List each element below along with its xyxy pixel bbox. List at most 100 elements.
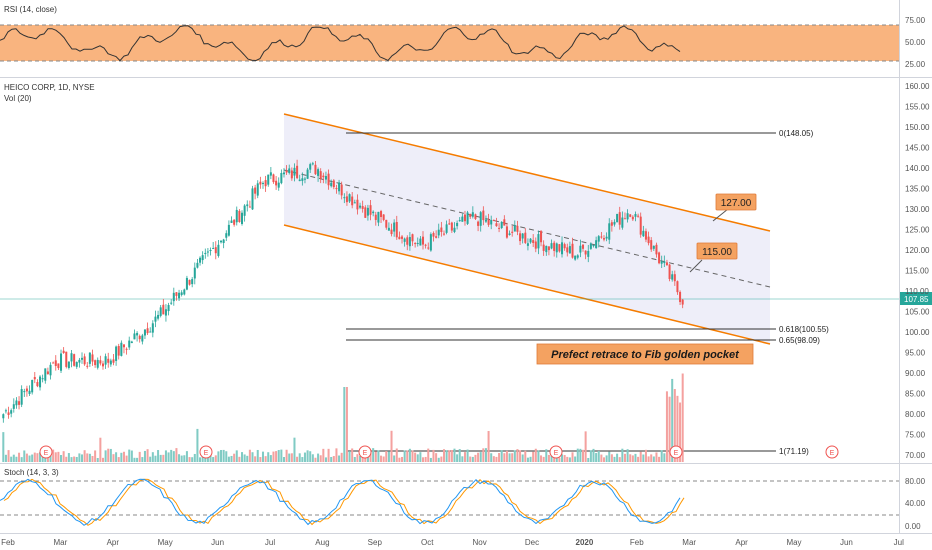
callout-127[interactable] [715, 193, 757, 211]
time-axis[interactable]: Feb Mar Apr May Jun Jul Aug Sep Oct Nov Dec 2020 Feb… [1, 538, 904, 547]
volume-bar [220, 450, 223, 462]
volume-bar [10, 456, 13, 462]
volume-bar [285, 449, 288, 462]
candle-body [665, 262, 668, 266]
candle-body [660, 261, 663, 264]
volume-bar [605, 455, 608, 462]
candle-body [225, 233, 228, 238]
candle-body [568, 246, 571, 254]
candle-body [332, 180, 335, 188]
volume-bar [311, 454, 314, 462]
time-axis-label: Sep [368, 538, 383, 547]
candle-body [442, 233, 445, 235]
candle-body [435, 236, 438, 238]
time-axis-label: May [158, 538, 173, 547]
candle-body [406, 237, 409, 245]
volume-bar [568, 457, 571, 462]
main-price-panel[interactable]: HEICO CORP, 1D, NYSE Vol (20) 0(148.05) … [0, 82, 932, 462]
volume-bar [122, 451, 125, 462]
volume-bar [442, 449, 445, 462]
candle-body [180, 292, 183, 295]
stoch-title: Stoch (14, 3, 3) [4, 468, 59, 477]
candle-body [280, 172, 283, 184]
candle-body [157, 314, 160, 319]
volume-bar [408, 448, 411, 462]
earnings-marker[interactable] [549, 445, 563, 459]
time-axis-label: Jul [894, 538, 904, 547]
candle-body [351, 196, 354, 206]
candle-body [327, 173, 330, 186]
volume-bar [241, 452, 244, 462]
candle-body [479, 212, 482, 226]
time-axis-label: Jun [211, 538, 224, 547]
annotation-banner[interactable] [536, 343, 754, 365]
volume-bar [104, 450, 107, 462]
volume-bar [107, 448, 110, 462]
channel-lower-line[interactable] [283, 224, 771, 345]
price-axis[interactable]: 160.00 155.00 150.00 145.00 140.00 135.00 130.… [905, 82, 930, 460]
candle-body [78, 359, 81, 363]
volume-bar [353, 456, 356, 462]
candle-body [151, 323, 154, 333]
candle-body [206, 251, 209, 253]
candle-body [104, 356, 107, 365]
volume-bar [345, 387, 348, 462]
callout-115[interactable] [696, 242, 738, 260]
candle-body [49, 364, 52, 376]
price-tick-label: 95.00 [905, 349, 926, 358]
candle-body [317, 169, 320, 176]
volume-bar [495, 456, 498, 462]
volume-bar [660, 450, 663, 462]
volume-bar [356, 454, 359, 462]
rsi-panel[interactable]: RSI (14, close) 75.00 50.00 25.00 [0, 5, 926, 69]
price-tick-label: 85.00 [905, 390, 926, 399]
candle-body [28, 390, 31, 394]
candle-body [185, 277, 188, 290]
candle-body [621, 217, 624, 228]
volume-bar [338, 455, 341, 462]
candle-body [516, 225, 519, 232]
volume-bar [385, 451, 388, 462]
candle-body [4, 410, 7, 412]
volume-bar [461, 456, 464, 462]
candle-body [246, 204, 249, 207]
volume-bar [403, 450, 406, 462]
volume-bar [411, 450, 414, 462]
volume-bar [550, 455, 553, 462]
channel-mid-line[interactable] [283, 169, 771, 288]
volume-bar [671, 378, 674, 462]
candle-body [500, 221, 503, 228]
candle-body [272, 174, 275, 183]
candle-body [495, 223, 498, 227]
volume-bar [639, 451, 642, 462]
volume-bar [267, 452, 270, 462]
candle-body [652, 245, 655, 249]
rsi-tick-25: 25.00 [905, 60, 926, 69]
volume-bar [655, 452, 658, 462]
earnings-marker[interactable] [199, 445, 213, 459]
stoch-tick-40: 40.00 [905, 499, 926, 508]
volume-bar [369, 449, 372, 462]
candle-body [10, 410, 13, 414]
candle-body [220, 240, 223, 243]
earnings-marker[interactable] [39, 445, 53, 459]
earnings-marker[interactable] [669, 445, 683, 459]
candle-body [277, 182, 280, 188]
volume-bar [80, 454, 84, 462]
volume-bar [479, 452, 482, 462]
volume-bar [477, 452, 480, 462]
volume-bar [574, 456, 577, 462]
candle-body [448, 223, 451, 225]
candle-body [623, 218, 626, 220]
earnings-marker[interactable] [825, 445, 839, 459]
volume-bar [317, 453, 320, 462]
earnings-marker[interactable] [358, 445, 372, 459]
volume-bars [2, 373, 684, 462]
stoch-panel[interactable]: Stoch (14, 3, 3) 80.00 40.00 0.00 [0, 468, 926, 531]
candle-body [230, 220, 233, 223]
candle-body [429, 234, 432, 251]
candle-body [618, 212, 621, 225]
rsi-line [0, 25, 681, 62]
